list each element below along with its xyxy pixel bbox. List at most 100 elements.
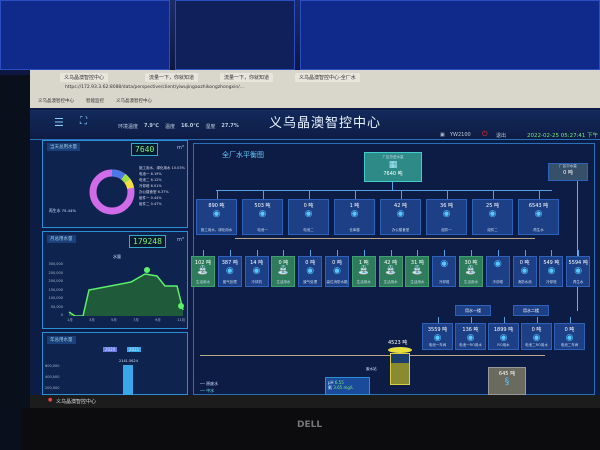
background-wall [0,0,600,75]
user-icon: ▣ [440,132,445,138]
reuse-node[interactable]: 厂区中水量 0 吨 [548,163,588,181]
faucet-icon: ⛲ [411,266,423,276]
balance-node[interactable]: 0 吨 ◉ 电池二车间 [554,323,585,350]
balance-node[interactable]: 1 吨 ◉ 仓库楼 [334,199,375,235]
balance-node[interactable]: 503 吨 ◉ 电池一 [242,199,283,235]
treatment-node[interactable]: 645 吨 § [488,367,526,395]
balance-node[interactable]: 0 吨 ◉ 高位消防水箱 [325,256,349,287]
donut-chart [89,169,135,215]
meter-icon: ◉ [532,333,541,343]
pipe [354,190,356,199]
wall-screen [300,0,600,70]
browser-tab[interactable]: 流量一下，你就知道 [220,73,274,82]
balance-node[interactable]: 3559 吨 ◉ 电池一车间 [422,323,453,350]
pipe [256,250,258,256]
diagram-legend: ── 原废水 ── 中水 [200,381,219,393]
browser-tab[interactable]: 流量一下，你就知道 [145,73,199,82]
power-icon[interactable]: ⏻ [482,130,488,138]
dell-logo: DELL [297,420,323,430]
env-readouts: 环境温度 7.9℃ 温度 16.0℃ 湿度 27.7% [118,123,239,130]
meter-icon: ◉ [440,259,449,269]
balance-node[interactable]: 25 吨 ◉ 组件二 [472,199,513,235]
faucet-icon: ⛲ [465,266,477,276]
yearly-water-panel: 年总用水量 2020 2021 600,000 400,000 200,000 21… [42,332,188,396]
balance-node[interactable]: 6543 吨 ◉ 再生水 [518,199,559,235]
x-axis: 1月 3月 5月 7月 9月 11月 [67,318,185,322]
bar-2021 [123,365,133,396]
balance-node[interactable]: 0 吨 ◉ 电池二 [288,199,329,235]
balance-node[interactable]: ◉ 冷却塔 [485,256,510,287]
balance-node[interactable]: 0 吨 ⛲ 生活用水 [271,256,296,287]
meter-icon: ◉ [547,266,556,276]
balance-node[interactable]: 30 吨 ⛲ 生活用水 [459,256,483,287]
monitor-bezel: DELL [22,408,600,450]
taskbar-app[interactable]: 义乌晶澳智控中心 [56,399,97,405]
daily-total-lcd: 7640 [131,143,159,156]
balance-node[interactable]: 5594 吨 ◉ 再生水 [566,256,591,287]
balance-node[interactable]: ◉ 冷却塔 [432,256,457,287]
address-bar[interactable]: https://172.93.3.62:8088/data/perspectiv… [65,85,245,90]
faucet-icon: ⛲ [277,266,289,276]
pipe [492,190,494,199]
faucet-icon: ⛲ [384,266,397,276]
bookmark[interactable]: 智能监控 [86,99,104,104]
meter-icon: ◉ [433,333,442,343]
balance-node[interactable]: 890 吨 ◉ 施工用水、绿化用水 [196,199,237,235]
pipe [417,250,419,256]
menu-icon[interactable]: ☰ [54,116,64,129]
fullscreen-icon[interactable]: ⛶ [80,116,87,127]
balance-node[interactable]: 1899 吨 ◉ RO用水 [488,323,519,350]
group-node[interactable]: 用水一楼 [455,305,491,316]
meter-icon: ◉ [520,266,529,276]
pipe [308,190,310,199]
meter-icon: ◉ [396,209,405,219]
donut-label: 再生水 75.44% [49,208,77,213]
y-axis: 600,000 400,000 200,000 [45,364,60,390]
pipe [538,190,540,199]
browser-tab[interactable]: 义乌晶澳智控中心 [60,73,109,82]
donut-slice-construction [89,169,135,215]
balance-node[interactable]: 14 吨 ◉ 冷却机 [244,256,269,287]
wall-screen [175,0,295,70]
meter-icon: ◉ [442,209,451,219]
wall-screen [0,0,170,70]
bookmarks-bar: 义乌晶澳智控中心 智能监控 义乌晶澳智控中心 [38,98,152,104]
bookmark[interactable]: 义乌晶澳智控中心 [38,99,74,104]
group-node[interactable]: 用水二楼 [513,305,549,316]
meter-icon: ◉ [466,333,475,343]
wastewater-pipe [200,355,545,356]
pipe [524,250,526,256]
pipe [471,250,472,256]
panel-title: 月总用水量 [47,235,76,243]
logout-button[interactable]: 退出 [496,133,507,139]
balance-node[interactable]: 31 吨 ⛲ 生活用水 [405,256,430,287]
balance-node[interactable]: 136 吨 ◉ 电池一RO用水 [455,323,486,350]
balance-node[interactable]: 42 吨 ◉ 办公楼食堂 [380,199,421,235]
source-node[interactable]: 厂区总进水量 ▦ 7640 吨 [364,152,422,182]
pipe [446,190,448,199]
water-quality-panel: pH 6.55 氟 3.65 mg/L [325,377,370,395]
wastewater-tank[interactable]: 4523 吨 废水站 [366,340,412,387]
balance-node[interactable]: 0 吨 ◉ 消防水池 [512,256,537,287]
balance-node[interactable]: 549 吨 ◉ 冷却塔 [539,256,564,287]
y-axis: 300,000 250,000 200,000 150,000 100,000 50,00… [48,262,63,317]
meter-icon: ◉ [225,266,234,276]
monthly-total-lcd: 179248 [129,235,166,248]
balance-node[interactable]: 387 吨 ◉ 废气处理 [217,256,242,287]
pipe [216,190,218,199]
balance-node[interactable]: 0 吨 ◉ 废气处理 [298,256,323,287]
balance-node[interactable]: 102 吨 ⛲ 生活用水 [191,256,215,287]
balance-node[interactable]: 1 吨 ⛲ 生活用水 [351,256,376,287]
meter-icon: ◉ [333,266,341,276]
max-marker [144,267,150,273]
browser-tab[interactable]: 义乌晶澳智控中心-全厂水 [295,73,360,82]
balance-node[interactable]: 42 吨 ⛲ 生活用水 [378,256,403,287]
building-icon: ▦ [388,160,398,170]
balance-node[interactable]: 0 吨 ◉ 电池二RO用水 [521,323,552,350]
panel-title: 当天总用水量 [47,143,80,151]
pipe [337,250,338,256]
meter-icon: ◉ [499,333,508,343]
bookmark[interactable]: 义乌晶澳智控中心 [116,99,152,104]
balance-node[interactable]: 36 吨 ◉ 组件一 [426,199,467,235]
bar-label: 2141.5624 [119,359,138,363]
